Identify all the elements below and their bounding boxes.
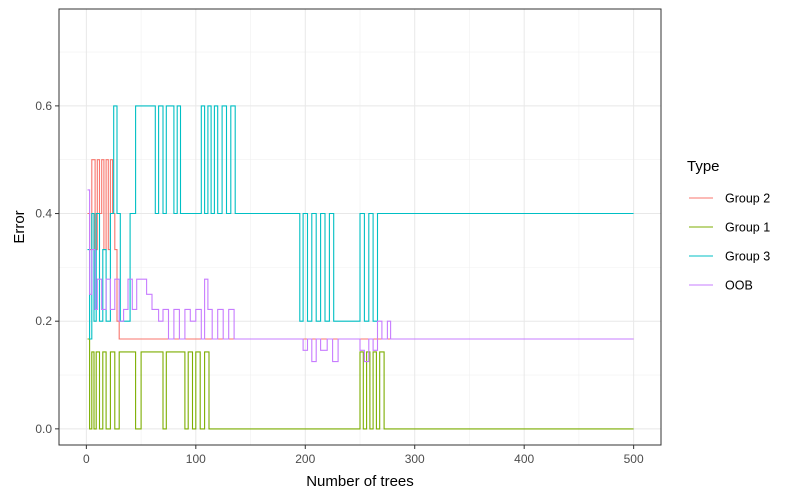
series-lines — [87, 105, 634, 430]
y-tick-label: 0.0 — [35, 422, 52, 436]
y-tick-label: 0.4 — [35, 207, 52, 221]
series-line-2 — [87, 338, 634, 430]
x-tick-label: 0 — [83, 452, 90, 466]
series-line-3 — [87, 105, 634, 340]
axes: 0 100 200 300 400 500 0.0 0.2 0.4 0.6 — [35, 99, 644, 466]
legend: Type Group 2 Group 1 Group 3 OOB — [687, 158, 770, 293]
plot-border — [58, 8, 662, 446]
x-tick-label: 400 — [514, 452, 534, 466]
y-tick-label: 0.6 — [35, 99, 52, 113]
legend-label: Group 3 — [725, 250, 770, 264]
legend-title: Type — [687, 158, 720, 175]
x-tick-label: 200 — [295, 452, 315, 466]
y-tick-label: 0.2 — [35, 314, 52, 328]
x-axis-title: Number of trees — [306, 473, 414, 490]
legend-label: Group 2 — [725, 192, 770, 206]
y-axis-title: Error — [11, 210, 28, 243]
x-tick-label: 300 — [405, 452, 425, 466]
x-tick-label: 500 — [624, 452, 644, 466]
x-tick-label: 100 — [186, 452, 206, 466]
legend-label: Group 1 — [725, 221, 770, 235]
legend-label: OOB — [725, 279, 753, 293]
series-line-4 — [87, 189, 634, 363]
